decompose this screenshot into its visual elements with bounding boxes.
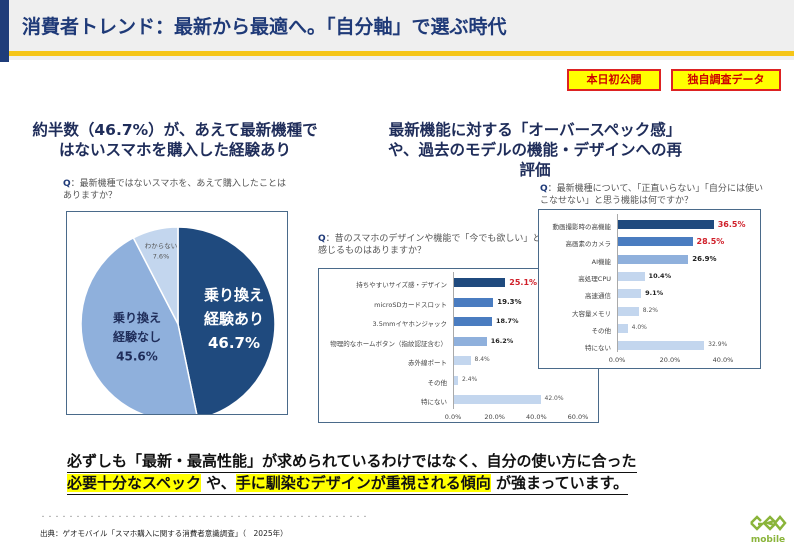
bar-value-label: 36.5%	[717, 220, 746, 229]
conclusion-text: が強まっています。	[490, 474, 629, 492]
highlight-design: 手に馴染むデザインが重視される傾向	[235, 474, 491, 492]
x-tick-label: 40.0%	[712, 356, 734, 365]
bar	[617, 237, 693, 247]
x-tick-label: 60.0%	[567, 412, 589, 421]
bar-value-label: 16.2%	[490, 336, 514, 345]
source-note: 出典：ゲオモバイル「スマホ購入に関する消費者意識調査」（ 2025年）	[40, 529, 288, 538]
highlight-spec: 必要十分なスペック	[67, 474, 201, 492]
conclusion-line1: 必ずしも「最新・最高性能」が求められているわけではなく、自分の使い方に合った	[67, 450, 637, 473]
header-underline	[9, 51, 794, 56]
geo-logo-icon	[750, 515, 787, 531]
bar-category-label: その他	[591, 326, 612, 335]
bar-category-label: microSDカードスロット	[374, 300, 447, 309]
y-axis-line	[453, 272, 454, 409]
bar	[453, 278, 506, 287]
chart3-question: Q：最新機種について、「正直いらない」「自分には使いこなせない」と思う機能は何で…	[540, 184, 763, 206]
footer-divider: ・・・・・・・・・・・・・・・・・・・・・・・・・・・・・・・・・・・・・・・・…	[40, 514, 370, 521]
bar	[453, 297, 494, 307]
bar-category-label: 高処理CPU	[578, 274, 611, 283]
bar-value-label: 42.0%	[544, 395, 564, 402]
bar-value-label: 25.1%	[509, 278, 538, 287]
bar-value-label: 9.1%	[645, 289, 664, 298]
bar-category-label: 持ちやすいサイズ感・デザイン	[356, 281, 447, 289]
page-title: 消費者トレンド：最新から最適へ。「自分軸」で選ぶ時代	[22, 16, 507, 38]
bar-category-label: 動画撮影時の高機能	[552, 223, 612, 231]
y-axis-line	[617, 214, 618, 353]
bar	[617, 254, 689, 264]
headline-line: 評価	[519, 161, 551, 179]
pie-label: 乗り換え	[113, 310, 161, 325]
bar-value-label: 2.4%	[462, 375, 478, 383]
x-tick-label: 20.0%	[659, 356, 681, 365]
headline-line: はないスマホを購入した経験あり	[58, 141, 292, 159]
badge-new-release: 本日初公開	[567, 69, 661, 91]
pie-slice	[132, 226, 179, 325]
bar-value-label: 18.7%	[495, 317, 519, 325]
pie-label: 乗り換え	[204, 286, 264, 304]
headline-right: 最新機能に対する「オーバースペック感」 や、過去のモデルの機能・デザインへの再 …	[355, 120, 715, 180]
header-accent-bar	[0, 0, 9, 62]
bar-category-label: 特にない	[585, 344, 611, 353]
chart3-box: 動画撮影時の高機能 36.5% 高画素のカメラ 28.5% AI機能 26.9% 高処理CP…	[538, 209, 761, 369]
pie-label: 経験なし	[113, 329, 161, 344]
bar-value-label: 4.0%	[631, 323, 647, 331]
bar-value-label: 8.4%	[474, 356, 490, 363]
pie-label: わからない	[145, 242, 178, 250]
x-tick-label: 20.0%	[484, 412, 505, 421]
headline-line: や、過去のモデルの機能・デザインへの再	[387, 141, 683, 159]
pie-label: 7.6%	[153, 252, 170, 260]
chart2-question: Q：昔のスマホのデザインや機能で「今でも欲しい」と感じるものはありますか？	[318, 234, 542, 256]
x-tick-label: 0.0%	[444, 412, 462, 421]
bar	[453, 375, 458, 385]
x-tick-label: 0.0%	[608, 356, 626, 365]
bar	[453, 336, 487, 346]
pie-question: Q：最新機種ではないスマホを、あえて購入したことはありますか？	[63, 179, 286, 201]
geo-mobile-logo: mobile	[746, 514, 790, 545]
headline-line: 最新機能に対する「オーバースペック感」	[388, 121, 682, 139]
x-tick-label: 40.0%	[526, 412, 547, 421]
bar	[617, 220, 714, 229]
bar	[617, 306, 639, 316]
bar-value-label: 28.5%	[696, 237, 725, 247]
bar	[617, 271, 645, 281]
bar-category-label: 3.5mmイヤホンジャック	[372, 320, 447, 328]
conclusion-line2: 必要十分なスペック や、手に馴染むデザインが重視される傾向 が強まっています。	[67, 472, 629, 495]
bar	[617, 289, 642, 299]
bar-category-label: 高画素のカメラ	[565, 240, 612, 249]
bar-category-label: 高速通信	[585, 292, 611, 301]
pie-label: 46.7%	[208, 334, 260, 352]
headline-left: 約半数（46.7%）が、あえて最新機種で はないスマホを購入した経験あり	[20, 120, 330, 160]
headline-line: 約半数（46.7%）が、あえて最新機種で	[32, 121, 318, 139]
bar-value-label: 26.9%	[692, 254, 717, 263]
bar	[453, 395, 541, 404]
bar-value-label: 8.2%	[642, 306, 658, 314]
bar-value-label: 19.3%	[497, 297, 522, 306]
pie-slice	[177, 226, 276, 420]
bar-category-label: 大容量メモリ	[572, 309, 611, 318]
bar-category-label: AI機能	[591, 257, 611, 266]
bar-category-label: 物理的なホームボタン（指紋認証含む）	[330, 339, 447, 348]
bar	[617, 341, 705, 351]
bar	[453, 317, 492, 326]
bar	[617, 323, 628, 333]
bar	[453, 356, 471, 365]
bar-category-label: 特にない	[421, 398, 447, 406]
pie-label: 経験あり	[204, 310, 264, 328]
bar-value-label: 10.4%	[648, 271, 672, 280]
bar-category-label: 赤外線ポート	[408, 359, 447, 367]
conclusion-text: や、	[200, 474, 236, 492]
header	[0, 0, 794, 60]
bar-value-label: 32.9%	[708, 341, 728, 349]
badge-original-survey: 独自調査データ	[671, 69, 781, 91]
bar-category-label: その他	[427, 378, 448, 387]
pie-label: 45.6%	[116, 349, 158, 363]
pie-chart-box: 乗り換え 経験あり 46.7% 乗り換え 経験なし 45.6% わからない 7.6%	[66, 211, 288, 422]
